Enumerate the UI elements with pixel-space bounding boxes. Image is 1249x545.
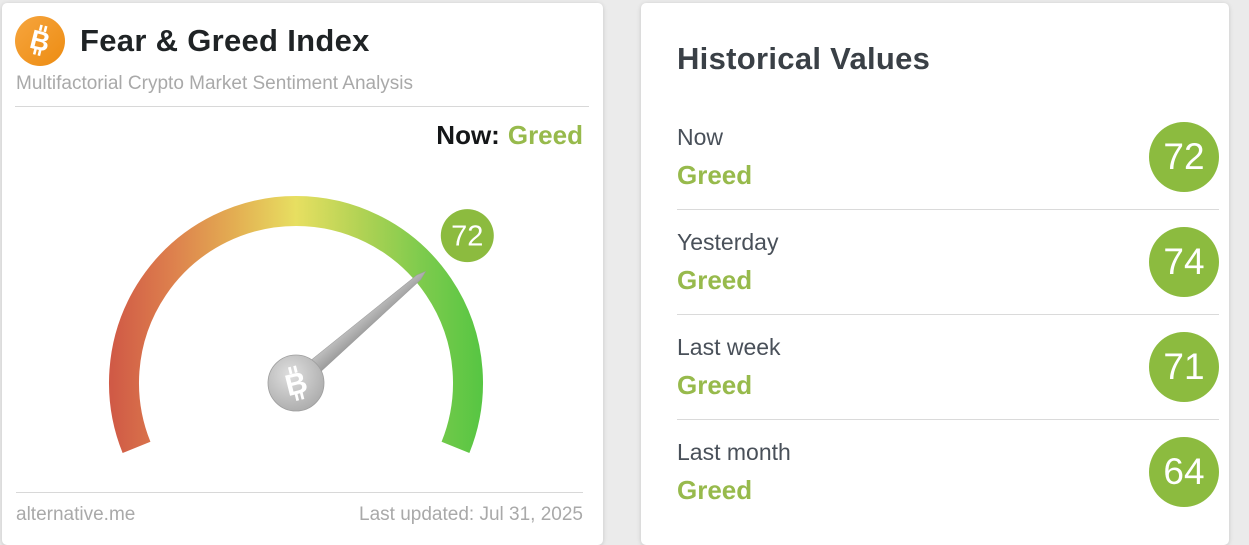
gauge-hub-bitcoin-icon: B: [267, 354, 325, 412]
current-sentiment: Now: Greed: [2, 120, 583, 151]
page-title: Fear & Greed Index: [80, 23, 370, 58]
now-value: Greed: [507, 120, 583, 150]
card-header: B Fear & Greed Index Multifactorial Cryp…: [2, 3, 603, 95]
header-divider: [15, 106, 589, 107]
last-updated: Last updated: Jul 31, 2025: [359, 504, 583, 525]
row-classification: Greed: [677, 264, 753, 295]
gauge-arc: [109, 195, 483, 454]
gauge-chart: B 72: [109, 195, 494, 454]
row-label: Last week: [677, 333, 781, 360]
historical-row-now: Now Greed 72: [677, 105, 1219, 210]
fear-greed-card: B Fear & Greed Index Multifactorial Cryp…: [2, 3, 603, 545]
row-label: Last month: [677, 438, 791, 465]
row-classification: Greed: [677, 159, 753, 190]
gauge-needle: [287, 270, 427, 393]
row-classification: Greed: [677, 369, 753, 400]
value-badge: 74: [1149, 227, 1219, 297]
subtitle: Multifactorial Crypto Market Sentiment A…: [16, 73, 414, 94]
gauge-value-badge: 72: [440, 209, 494, 263]
source-link[interactable]: alternative.me: [16, 504, 136, 525]
svg-text:72: 72: [451, 221, 483, 253]
card-footer: alternative.me Last updated: Jul 31, 202…: [16, 492, 583, 526]
historical-row-last-month: Last month Greed 64: [677, 420, 1219, 524]
bitcoin-icon: B: [15, 16, 65, 66]
historical-title: Historical Values: [677, 41, 931, 76]
row-label: Yesterday: [677, 228, 779, 255]
value-badge: 64: [1149, 437, 1219, 507]
historical-values-card: Historical Values Now Greed 72 Yesterday…: [641, 3, 1229, 545]
value-badge: 71: [1149, 332, 1219, 402]
row-label: Now: [677, 123, 724, 150]
row-classification: Greed: [677, 474, 753, 505]
historical-list: Now Greed 72 Yesterday Greed 74 Last wee…: [677, 105, 1219, 524]
historical-row-last-week: Last week Greed 71: [677, 315, 1219, 420]
now-label: Now:: [436, 120, 500, 150]
svg-text:B: B: [282, 366, 311, 403]
historical-row-yesterday: Yesterday Greed 74: [677, 210, 1219, 315]
value-badge: 72: [1149, 122, 1219, 192]
